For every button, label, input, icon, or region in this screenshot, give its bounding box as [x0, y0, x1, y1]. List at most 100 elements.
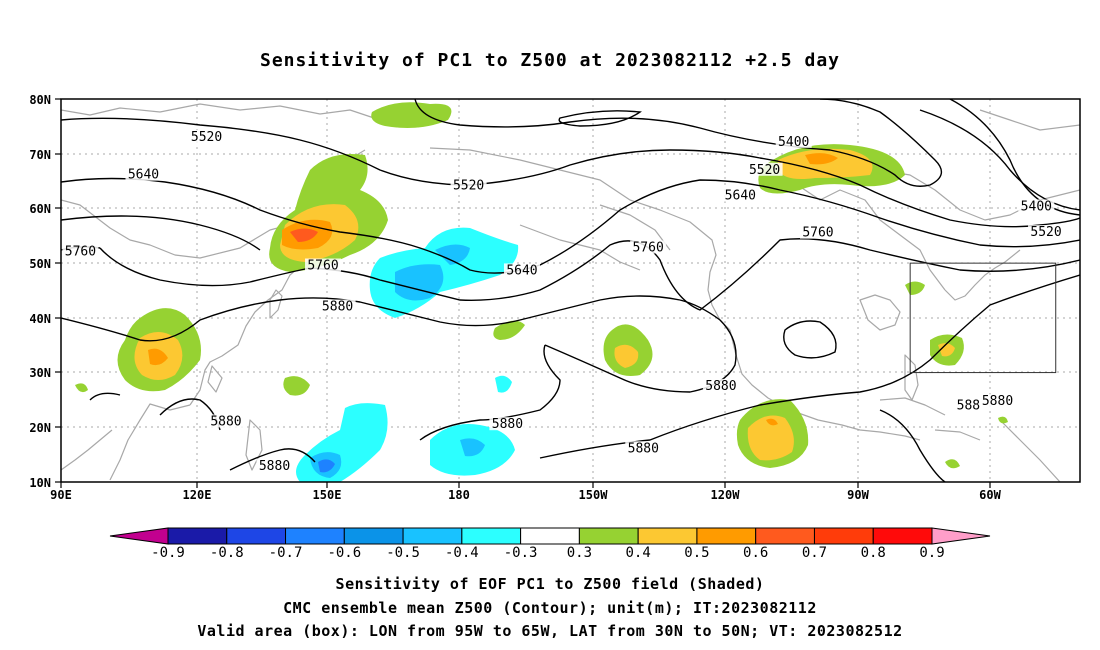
shade-positive-0.4	[938, 343, 955, 357]
lat-label: 70N	[29, 148, 51, 162]
contour-label-bg	[319, 299, 356, 313]
lon-label: 120W	[711, 488, 741, 502]
contour-label: 5880	[259, 459, 290, 474]
contour-label-bg	[799, 225, 836, 239]
lat-label: 30N	[29, 366, 51, 380]
colorbar-label: 0.6	[743, 545, 768, 561]
contour-label: 5880	[210, 414, 241, 429]
colorbar-swatch	[167, 527, 228, 545]
contour-label-bg	[1018, 199, 1055, 213]
lon-axis-labels: 90E 120E 150E 180 150W 120W 90W 60W	[50, 488, 1001, 502]
contour-label-bg	[1028, 225, 1065, 239]
lat-label: 40N	[29, 312, 51, 326]
contour-5880-g	[783, 320, 837, 359]
contour-label-bg	[503, 263, 540, 277]
colorbar-swatch	[285, 527, 345, 545]
contour-label: 5400	[1021, 199, 1052, 214]
shade-positive-0.3	[371, 102, 452, 128]
shade-negative-0.4	[435, 244, 470, 265]
contour-label-bg	[979, 394, 1016, 408]
colorbar-swatch	[755, 527, 815, 545]
lat-label: 20N	[29, 421, 51, 435]
contour-5880-e	[229, 448, 316, 471]
contour-5520-b	[919, 109, 1080, 211]
contour-label-bg	[305, 258, 342, 272]
shade-positive-0.3	[998, 416, 1008, 424]
contour-label: 588	[957, 399, 980, 414]
contour-label: 5760	[802, 226, 833, 241]
contour-label-bg	[62, 244, 99, 258]
contour-label: 5520	[453, 179, 484, 194]
caption-line-3: Valid area (box): LON from 95W to 65W, L…	[197, 622, 903, 640]
colorbar-label: -0.9	[151, 545, 185, 561]
contour-label: 5880	[322, 300, 353, 315]
contour-label: 5880	[982, 394, 1013, 409]
shade-negative-0.4	[460, 438, 485, 457]
lon-label: 60W	[979, 488, 1001, 502]
contour-5880-h	[879, 409, 946, 482]
lon-label: 180	[448, 488, 470, 502]
shade-positive-0.5	[766, 418, 778, 426]
colorbar-swatch	[696, 527, 757, 545]
colorbar-swatch	[578, 527, 639, 545]
contour-label: 5760	[632, 240, 663, 255]
contour-label: 5760	[65, 244, 96, 259]
shade-positive-0.3	[75, 383, 88, 393]
map-border	[60, 98, 1081, 483]
contour-label: 5640	[506, 263, 537, 278]
chart-title: Sensitivity of PC1 to Z500 at 2023082112…	[259, 50, 840, 71]
contour-5400-c	[558, 110, 642, 127]
colorbar-swatch	[402, 527, 463, 545]
contour-label: 5520	[749, 163, 780, 178]
contour-label-bg	[746, 162, 783, 176]
contour-label-bg	[954, 398, 983, 412]
lon-label: 90W	[847, 488, 869, 502]
contour-5640-a	[61, 177, 1080, 274]
contour-label: 5880	[705, 379, 736, 394]
colorbar-label: -0.6	[327, 545, 361, 561]
contour-label-bg	[207, 414, 244, 428]
lon-label: 150W	[579, 488, 609, 502]
lat-label: 50N	[29, 257, 51, 271]
colorbar-swatch	[226, 527, 287, 545]
contour-label-bg	[625, 441, 662, 455]
contour-label: 5640	[725, 188, 756, 203]
colorbar-label: 0.5	[684, 545, 709, 561]
contour-label: 5760	[307, 259, 338, 274]
colorbar-label: -0.3	[504, 545, 538, 561]
colorbar-label: 0.9	[919, 545, 944, 561]
shade-positive-0.3	[493, 320, 525, 340]
lat-axis-labels: 80N 70N 60N 50N 40N 30N 20N 10N	[29, 93, 51, 490]
shade-negative-0.5	[318, 459, 335, 473]
caption-line-2: CMC ensemble mean Z500 (Contour); unit(m…	[283, 599, 817, 617]
colorbar-label: 0.4	[626, 545, 651, 561]
lon-label: 120E	[183, 488, 212, 502]
colorbar-swatch	[343, 527, 404, 545]
lon-label: 150E	[313, 488, 342, 502]
sensitivity-shading	[75, 102, 1008, 482]
contour-label-bg	[722, 188, 759, 202]
contour-label-bg	[702, 378, 739, 392]
contour-5760-a	[99, 238, 1080, 311]
z500-contours	[61, 99, 1080, 482]
contour-5520-a	[61, 117, 1080, 228]
colorbar-swatch	[872, 527, 933, 545]
contour-label-bg	[125, 167, 162, 181]
contour-label-bg	[256, 458, 293, 472]
shade-positive-0.4	[778, 148, 873, 179]
contour-label: 5520	[1030, 225, 1061, 240]
shade-positive-0.3	[945, 459, 960, 469]
colorbar: -0.9 -0.8 -0.7 -0.6 -0.5 -0.4 -0.3 0.3 0.4 0.5 0.6…	[109, 527, 991, 561]
colorbar-label: -0.7	[269, 545, 303, 561]
colorbar-label: -0.4	[445, 545, 479, 561]
contour-label: 5520	[191, 130, 222, 145]
contour-5400-a	[414, 99, 943, 187]
contour-label: 5640	[128, 168, 159, 183]
contour-5640-b	[61, 215, 261, 251]
lat-label: 10N	[29, 476, 51, 490]
caption-line-1: Sensitivity of EOF PC1 to Z500 field (Sh…	[335, 575, 765, 593]
shade-positive-0.3	[283, 376, 310, 396]
valid-area-box	[909, 262, 1057, 374]
colorbar-swatch	[637, 527, 698, 545]
